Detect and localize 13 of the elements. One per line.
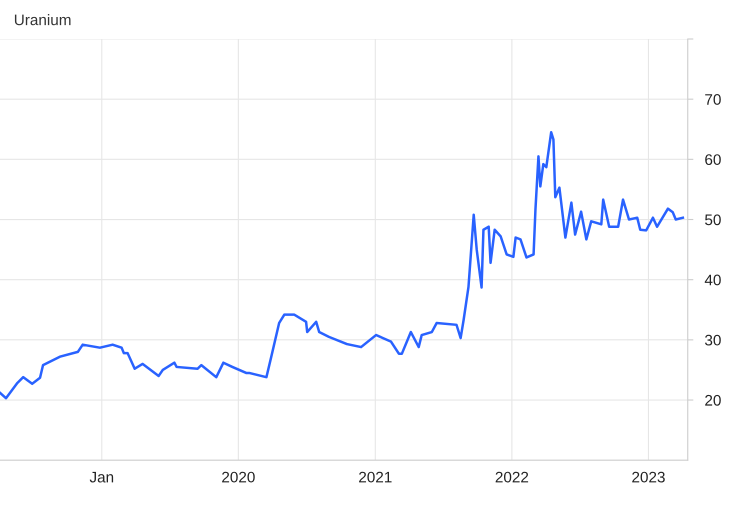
x-tick-label: 2020 <box>222 472 255 483</box>
x-tick-label: Jan <box>90 472 114 483</box>
x-tick-label: 2022 <box>496 472 528 483</box>
x-tick-label: 2021 <box>359 472 392 483</box>
x-tick-label: 2023 <box>632 472 665 483</box>
y-tick-label: 30 <box>705 334 721 346</box>
y-tick-label: 60 <box>705 154 721 166</box>
line-series <box>0 131 684 400</box>
y-tick-label: 50 <box>705 214 721 226</box>
y-tick-label: 40 <box>704 274 721 286</box>
chart-title: Uranium <box>14 14 70 26</box>
y-tick-label: 20 <box>705 394 721 406</box>
y-tick-label: 70 <box>705 94 721 105</box>
